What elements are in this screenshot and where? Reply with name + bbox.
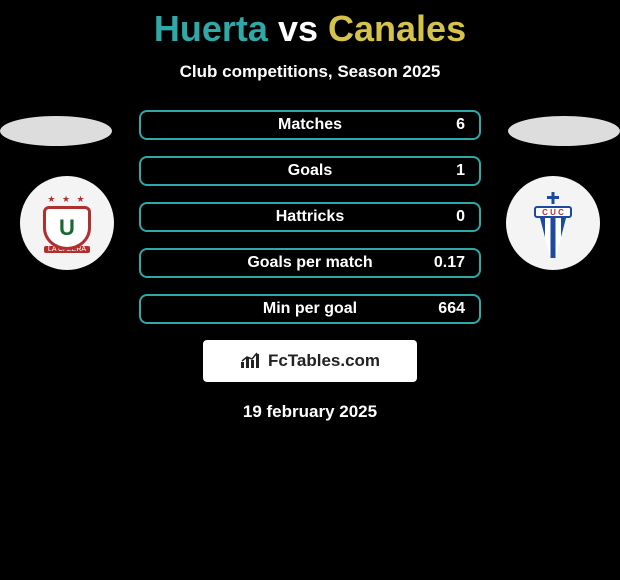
stat-bar: Min per goal664 — [139, 294, 481, 324]
comparison-title: Huerta vs Canales — [0, 0, 620, 50]
player2-club-logo: C U C — [506, 176, 600, 270]
stat-value-right: 1 — [456, 162, 465, 180]
chart-icon — [240, 352, 262, 370]
stat-label: Hattricks — [141, 208, 479, 226]
stat-value-right: 0.17 — [434, 254, 465, 272]
stat-bars: Matches6Goals1Hattricks0Goals per match0… — [139, 110, 481, 324]
stat-bar: Hattricks0 — [139, 202, 481, 232]
competition-subtitle: Club competitions, Season 2025 — [0, 62, 620, 82]
player1-photo-placeholder — [0, 116, 112, 146]
stat-bar: Goals1 — [139, 156, 481, 186]
watermark-text: FcTables.com — [268, 351, 380, 371]
player1-name: Huerta — [154, 8, 268, 49]
date-text: 19 february 2025 — [0, 402, 620, 422]
stat-label: Goals per match — [141, 254, 479, 272]
stats-panel: ★ ★ ★ U LA CALERA C U C Matches6 Goals1 Ha… — [0, 110, 620, 324]
stat-value-right: 664 — [438, 300, 465, 318]
player2-photo-placeholder — [508, 116, 620, 146]
stat-bar: Matches6 — [139, 110, 481, 140]
player1-club-logo: ★ ★ ★ U LA CALERA — [20, 176, 114, 270]
stat-label: Min per goal — [141, 300, 479, 318]
uc-crest-icon: C U C — [528, 188, 578, 258]
vs-text: vs — [278, 8, 318, 49]
stat-bar: Goals per match0.17 — [139, 248, 481, 278]
player2-name: Canales — [328, 8, 466, 49]
stat-label: Matches — [141, 116, 479, 134]
la-calera-crest-icon: ★ ★ ★ U LA CALERA — [35, 191, 99, 255]
stat-value-right: 6 — [456, 116, 465, 134]
stat-value-right: 0 — [456, 208, 465, 226]
watermark: FcTables.com — [203, 340, 417, 382]
stat-label: Goals — [141, 162, 479, 180]
